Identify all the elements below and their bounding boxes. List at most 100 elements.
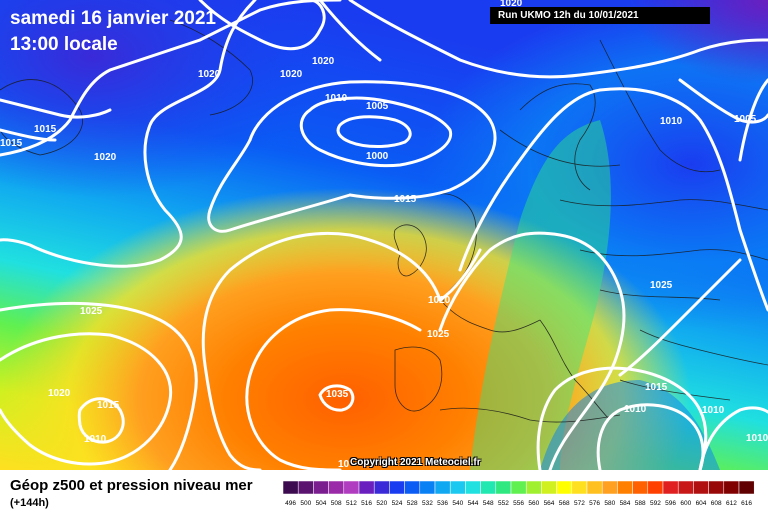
isobar-label: 1025 — [80, 306, 103, 317]
scale-label: 596 — [665, 500, 676, 507]
weather-map: 1020 1020 1020 1020 1015 1015 1010 1005 … — [0, 0, 768, 470]
scale-swatch — [495, 481, 512, 495]
scale-label: 520 — [376, 500, 387, 507]
scale-swatch — [465, 481, 481, 495]
scale-label: 496 — [285, 500, 296, 507]
scale-label: 612 — [726, 500, 737, 507]
isobar-label: 1010 — [624, 404, 647, 415]
isobar-label: 1005 — [734, 114, 757, 125]
isobar-label: 1020 — [198, 69, 221, 80]
map-canvas: 1020 1020 1020 1020 1015 1015 1010 1005 … — [0, 0, 768, 470]
scale-swatch — [389, 481, 405, 495]
scale-label: 544 — [468, 500, 479, 507]
scale-label: 604 — [696, 500, 707, 507]
scale-swatch — [677, 481, 694, 495]
scale-swatch — [373, 481, 390, 495]
scale-label: 512 — [346, 500, 357, 507]
scale-label: 548 — [483, 500, 494, 507]
legend: Géop z500 et pression niveau mer (+144h)… — [0, 470, 768, 512]
isobar-label: 1010 — [325, 93, 348, 104]
scale-swatch — [480, 481, 497, 495]
isobar-label: 1010 — [84, 434, 107, 445]
forecast-time: 13:00 locale — [10, 34, 118, 55]
scale-swatch — [693, 481, 709, 495]
forecast-date: samedi 16 janvier 2021 — [10, 8, 216, 29]
scale-label: 504 — [316, 500, 327, 507]
scale-swatch — [601, 481, 618, 495]
isobar-label: 1005 — [366, 101, 389, 112]
scale-swatch — [328, 481, 345, 495]
scale-label: 572 — [574, 500, 585, 507]
scale-label: 524 — [392, 500, 403, 507]
scale-label: 584 — [620, 500, 631, 507]
scale-swatch — [297, 481, 314, 495]
scale-label: 516 — [361, 500, 372, 507]
isobar-label: 1020 — [94, 152, 117, 163]
isobar-label: 1020 — [48, 388, 71, 399]
scale-label: 528 — [407, 500, 418, 507]
scale-label: 500 — [300, 500, 311, 507]
scale-label: 576 — [589, 500, 600, 507]
scale-label: 536 — [437, 500, 448, 507]
isobar-label: 1000 — [366, 151, 389, 162]
scale-swatch — [738, 481, 755, 495]
isobar-label: 1025 — [650, 280, 673, 291]
scale-swatch — [541, 481, 557, 495]
scale-label: 564 — [544, 500, 555, 507]
scale-swatch — [313, 481, 329, 495]
scale-label: 588 — [635, 500, 646, 507]
run-info: Run UKMO 12h du 10/01/2021 — [490, 7, 710, 24]
scale-swatch — [632, 481, 649, 495]
scale-label: 560 — [528, 500, 539, 507]
scale-swatch — [723, 481, 740, 495]
isobar-label: 1015 — [394, 194, 417, 205]
scale-swatch — [358, 481, 375, 495]
color-scale: 496 500 504 508 512 516 520 524 528 532 536 540 544 5… — [283, 481, 755, 507]
scale-swatch — [283, 481, 299, 495]
scale-swatch — [419, 481, 436, 495]
scale-label: 592 — [650, 500, 661, 507]
scale-swatch — [586, 481, 603, 495]
isobar-label: 1015 — [97, 400, 120, 411]
scale-swatch — [404, 481, 421, 495]
scale-swatch — [525, 481, 542, 495]
scale-swatch — [708, 481, 725, 495]
isobar-label: 1010 — [660, 116, 683, 127]
scale-label: 600 — [680, 500, 691, 507]
scale-label: 556 — [513, 500, 524, 507]
scale-swatch — [449, 481, 466, 495]
scale-label: 540 — [452, 500, 463, 507]
scale-label: 532 — [422, 500, 433, 507]
scale-swatch — [510, 481, 527, 495]
scale-label: 580 — [604, 500, 615, 507]
isobar-label: 1015 — [645, 382, 668, 393]
isobar-label: 10 — [338, 459, 350, 470]
isobar-label: 1010 — [746, 433, 768, 444]
scale-swatch — [343, 481, 360, 495]
isobar-label: 1020 — [280, 69, 303, 80]
scale-swatch — [617, 481, 633, 495]
scale-label: 508 — [331, 500, 342, 507]
isobars — [0, 0, 768, 470]
scale-swatch — [647, 481, 664, 495]
scale-swatch — [434, 481, 451, 495]
isobar-label: 1020 — [428, 295, 451, 306]
isobar-label: 1035 — [326, 389, 349, 400]
coastlines — [0, 19, 768, 423]
copyright: Copyright 2021 Meteociel.fr — [350, 457, 481, 468]
isobar-label: 1015 — [34, 124, 57, 135]
scale-label: 568 — [559, 500, 570, 507]
isobar-label: 1025 — [427, 329, 450, 340]
scale-label: 552 — [498, 500, 509, 507]
scale-label: 616 — [741, 500, 752, 507]
isobar-label: 1020 — [500, 0, 523, 9]
scale-label: 608 — [711, 500, 722, 507]
scale-swatch — [571, 481, 588, 495]
legend-title: Géop z500 et pression niveau mer — [10, 477, 253, 494]
legend-subtitle: (+144h) — [10, 497, 49, 509]
isobar-label: 1015 — [0, 138, 23, 149]
isobar-label: 1020 — [312, 56, 335, 67]
isobar-labels: 1020 1020 1020 1020 1015 1015 1010 1005 … — [0, 0, 768, 470]
scale-swatch — [662, 481, 679, 495]
isobar-label: 1010 — [702, 405, 725, 416]
